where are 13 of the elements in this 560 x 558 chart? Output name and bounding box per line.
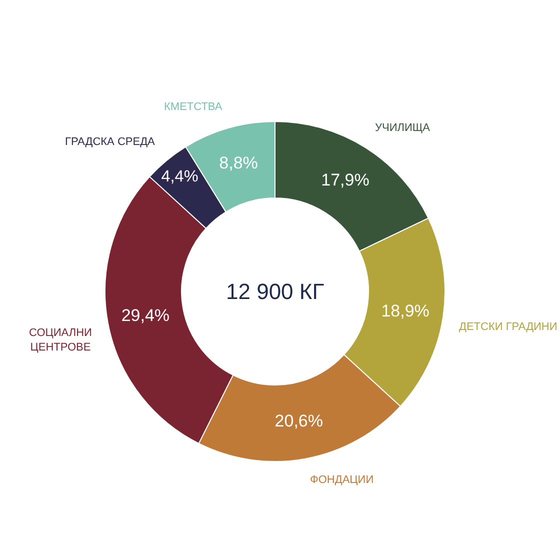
text: 12 900 КГ <box>226 279 324 304</box>
slice-label: ДЕТСКИ ГРАДИНИ <box>459 321 558 333</box>
data-label: 18,9% <box>381 301 430 320</box>
data-label: 4,4% <box>161 168 198 186</box>
data-label: 8,8% <box>219 154 258 173</box>
slice-label: ФОНДАЦИИ <box>310 474 374 486</box>
data-label: 20,6% <box>274 412 323 431</box>
slice-label: ГРАДСКА СРЕДА <box>65 136 156 148</box>
slice-label: КМЕТСТВА <box>164 101 223 113</box>
slice-label: СОЦИАЛНИ ЦЕНТРОВЕ <box>29 327 92 354</box>
data-label: 17,9% <box>321 170 370 190</box>
data-label: 29,4% <box>121 306 170 325</box>
slice-label: УЧИЛИЩА <box>375 122 431 134</box>
